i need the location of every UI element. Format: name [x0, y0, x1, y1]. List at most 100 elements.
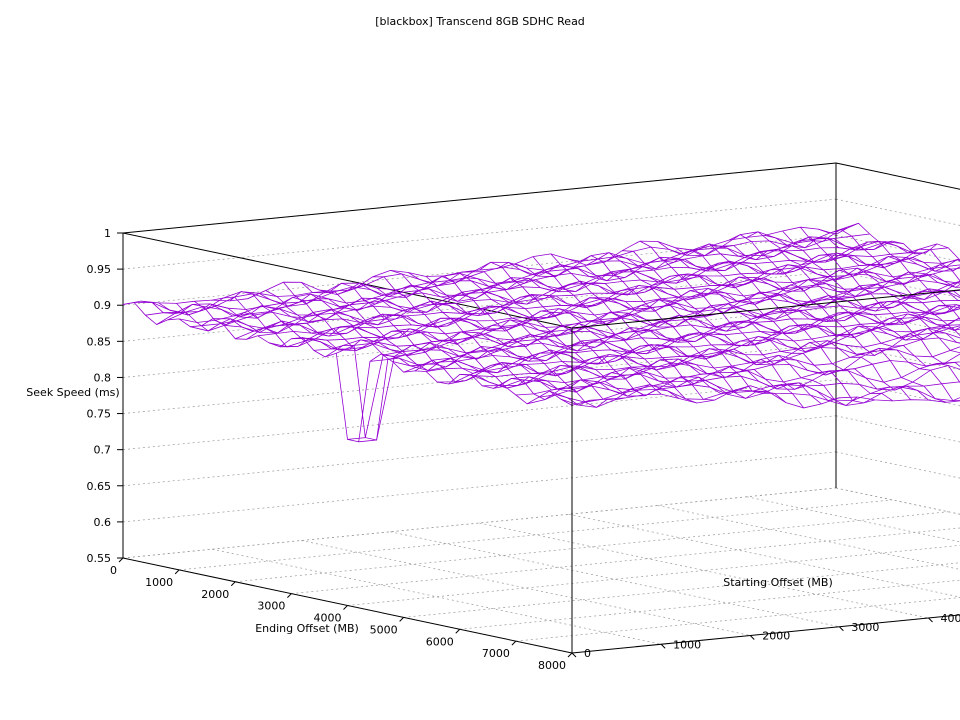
chart-title: [blackbox] Transcend 8GB SDHC Read — [375, 15, 585, 28]
mesh-line-y — [560, 384, 960, 408]
base-grid-line-y — [746, 496, 960, 543]
z-tick-label: 0.75 — [87, 408, 112, 421]
y-tick-mark — [839, 626, 844, 632]
axes-box-back — [122, 162, 960, 654]
base-grid-line-y — [212, 548, 662, 645]
box-edge — [122, 162, 837, 234]
x-tick-label: 4000 — [314, 612, 342, 625]
mesh-line-y — [571, 385, 960, 409]
y-tick-mark — [928, 617, 933, 623]
mesh-line-x — [782, 230, 960, 282]
mesh-line-y — [201, 240, 915, 327]
tick-labels: 0.55 0.6 0.65 0.7 0.75 0.8 0.85 0.9 0.95 1 0 1000 20… — [87, 227, 960, 672]
mesh-line-y — [313, 279, 960, 351]
y-tick-label: 1000 — [673, 638, 701, 651]
mesh-line-y — [493, 337, 960, 389]
wall-grid-line — [835, 343, 960, 371]
mesh-line-y — [426, 313, 960, 374]
y-tick-label: 0 — [584, 647, 591, 660]
grid-lines — [122, 162, 960, 654]
x-tick-label: 6000 — [426, 635, 454, 648]
mesh-line-y — [549, 381, 960, 403]
z-tick-label: 0.95 — [87, 263, 112, 276]
y-tick-mark — [749, 635, 755, 640]
base-grid-line-y — [657, 505, 960, 570]
z-tick-label: 0.6 — [94, 516, 112, 529]
wall-grid-line — [835, 451, 960, 479]
z-tick-label: 0.55 — [87, 552, 112, 565]
wall-grid-line — [835, 162, 960, 190]
wall-grid-line — [835, 415, 960, 443]
z-tick-label: 0.9 — [94, 299, 112, 312]
base-grid-line-x — [291, 527, 960, 594]
y-tick-mark — [660, 643, 666, 649]
y-tick-label: 4000 — [941, 612, 960, 625]
wall-grid-line — [835, 379, 960, 407]
y-tick-label: 3000 — [851, 621, 879, 634]
x-tick-mark — [399, 617, 404, 622]
base-grid-line-y — [568, 513, 960, 598]
x-tick-label: 3000 — [257, 600, 285, 613]
mesh-line-y — [358, 288, 960, 443]
base-grid-line-y — [301, 540, 751, 636]
mesh-line-y — [122, 226, 837, 305]
x-tick-label: 5000 — [370, 623, 398, 636]
wall-grid-line — [122, 198, 837, 270]
box-edge — [571, 289, 960, 329]
x-tick-label: 0 — [110, 564, 117, 577]
x-tick-mark — [118, 557, 124, 563]
z-tick-label: 0.85 — [87, 335, 112, 348]
z-tick-label: 1 — [104, 227, 111, 240]
wall-grid-line — [122, 451, 837, 523]
x-tick-mark — [567, 652, 573, 658]
base-grid-line-x — [347, 545, 960, 606]
mesh-line-y — [336, 280, 960, 357]
mesh-line-x — [728, 234, 960, 297]
x-tick-mark — [230, 581, 236, 587]
base-grid-line-y — [390, 531, 840, 628]
mesh-line-y — [392, 308, 960, 371]
mesh-line-y — [302, 271, 960, 352]
mesh-line-y — [448, 324, 960, 385]
mesh-line-y — [212, 252, 926, 330]
base-grid-line-x — [235, 511, 949, 583]
base-grid-line-x — [179, 499, 893, 571]
mesh-line-y — [369, 300, 960, 362]
mesh-line-y — [179, 240, 893, 323]
wall-grid-line — [835, 487, 960, 515]
x-tick-mark — [174, 569, 180, 575]
axes-box-front — [571, 289, 960, 653]
wall-grid-line — [122, 415, 837, 487]
y-tick-mark — [571, 652, 577, 658]
x-tick-mark — [343, 605, 348, 610]
x-tick-mark — [287, 593, 292, 598]
mesh-line-x — [835, 222, 960, 261]
surface-mesh — [122, 222, 960, 443]
base-grid-line-x — [459, 579, 960, 630]
mesh-line-y — [459, 317, 960, 378]
mesh-line-y — [437, 316, 960, 383]
mesh-line-y — [381, 300, 960, 365]
mesh-line-y — [515, 353, 960, 396]
wall-grid-line — [835, 198, 960, 226]
x-tick-label: 1000 — [145, 576, 173, 589]
base-grid-line-x — [571, 614, 960, 654]
mesh-line-y — [403, 304, 960, 373]
x-axis-label: Ending Offset (MB) — [255, 622, 359, 635]
x-tick-mark — [511, 640, 517, 646]
mesh-line-y — [246, 256, 960, 340]
wall-grid-line — [835, 270, 960, 298]
mesh-line-y — [223, 243, 938, 334]
mesh-line-y — [470, 325, 960, 389]
x-tick-label: 7000 — [482, 647, 510, 660]
mesh-line-y — [145, 222, 859, 316]
mesh-line-x — [818, 228, 960, 272]
mesh-line-y — [504, 346, 960, 393]
x-tick-label: 2000 — [201, 588, 229, 601]
z-tick-label: 0.8 — [94, 371, 112, 384]
mesh-line-y — [134, 227, 848, 316]
box-edge — [571, 614, 960, 654]
wall-grid-line — [835, 307, 960, 335]
mesh-line-x — [319, 282, 769, 399]
